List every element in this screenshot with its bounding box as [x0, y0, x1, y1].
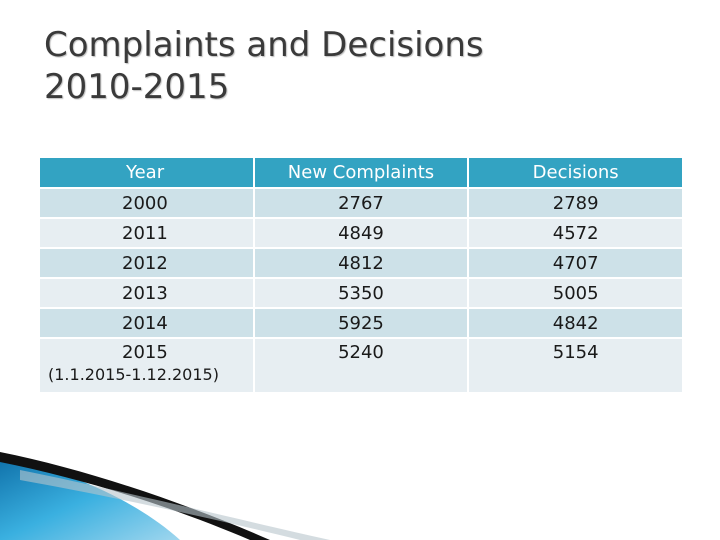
cell-year: 2012 [38, 247, 255, 279]
slide-title: Complaints and Decisions 2010-2015 [44, 24, 484, 108]
cell-new-complaints: 5240 [252, 337, 470, 394]
cell-new-complaints: 4812 [252, 247, 470, 279]
table-row: 2012 4812 4707 [38, 247, 684, 279]
cell-new-complaints: 2767 [252, 187, 470, 219]
cell-year: 2013 [38, 277, 255, 309]
cell-year: 2000 [38, 187, 255, 219]
cell-year-value: 2015 [122, 342, 168, 363]
cell-decisions: 2789 [467, 187, 684, 219]
table-header-row: Year New Complaints Decisions [38, 156, 684, 189]
cell-new-complaints: 5350 [252, 277, 470, 309]
table-row: 2011 4849 4572 [38, 217, 684, 249]
cell-decisions: 4707 [467, 247, 684, 279]
table-row: 2000 2767 2789 [38, 187, 684, 219]
cell-year: 2011 [38, 217, 255, 249]
cell-year: 2014 [38, 307, 255, 339]
slide-title-line-1: Complaints and Decisions [44, 25, 484, 65]
table-row: 2014 5925 4842 [38, 307, 684, 339]
cell-decisions: 5005 [467, 277, 684, 309]
slide-title-line-2: 2010-2015 [44, 67, 230, 107]
cell-new-complaints: 4849 [252, 217, 470, 249]
header-new-complaints: New Complaints [252, 156, 470, 189]
cell-decisions: 4842 [467, 307, 684, 339]
complaints-table: Year New Complaints Decisions 2000 2767 … [38, 156, 684, 394]
cell-year: 2015 (1.1.2015-1.12.2015) [38, 337, 255, 394]
table-row: 2013 5350 5005 [38, 277, 684, 309]
cell-decisions: 4572 [467, 217, 684, 249]
swoosh-grey [20, 470, 330, 540]
header-decisions: Decisions [467, 156, 684, 189]
cell-new-complaints: 5925 [252, 307, 470, 339]
cell-decisions: 5154 [467, 337, 684, 394]
header-year: Year [38, 156, 255, 189]
cell-year-period: (1.1.2015-1.12.2015) [48, 365, 219, 384]
table-row: 2015 (1.1.2015-1.12.2015) 5240 5154 [38, 337, 684, 394]
